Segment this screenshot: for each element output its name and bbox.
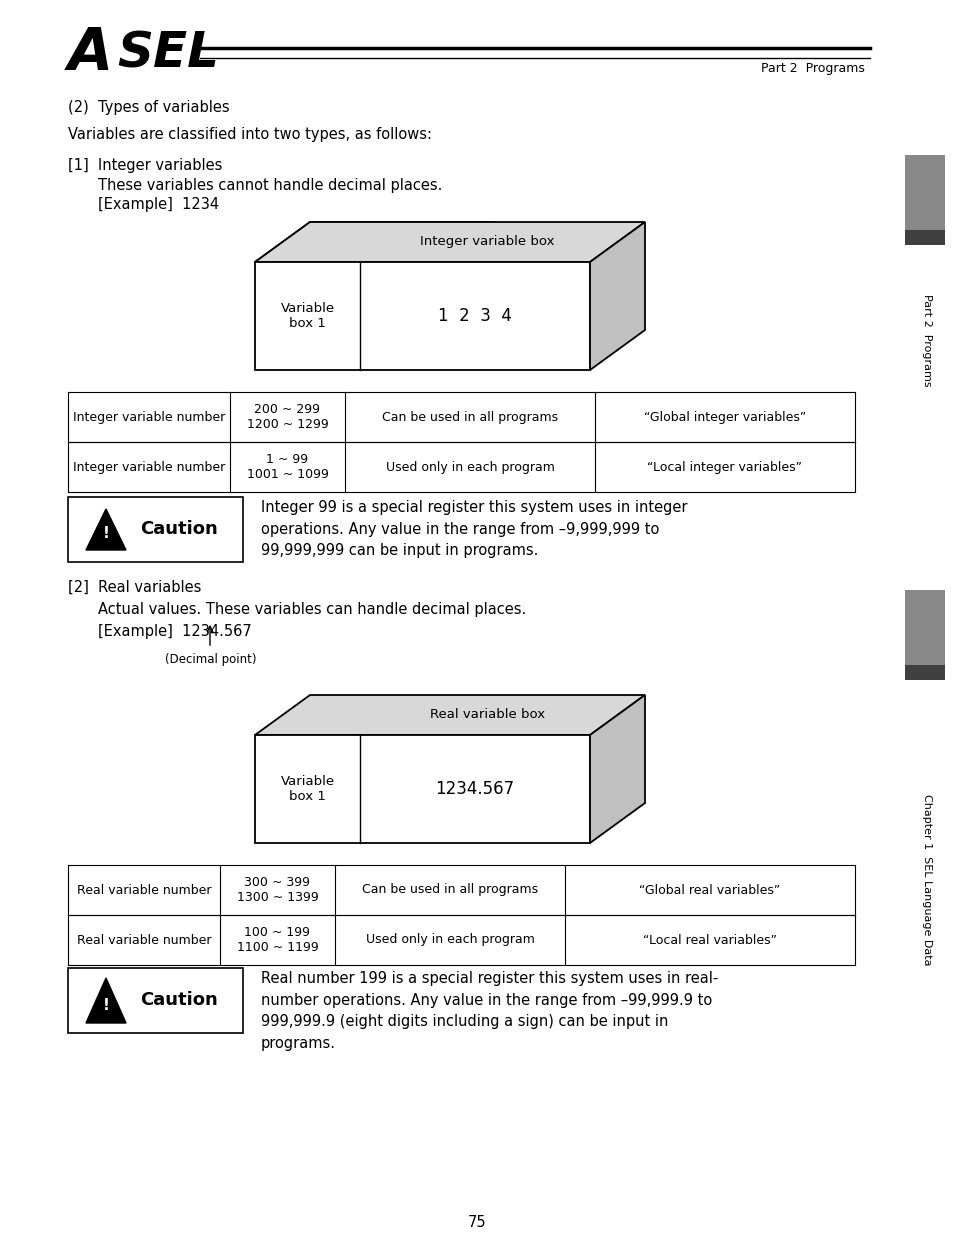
Bar [904,156,944,230]
Text: !: ! [103,998,110,1013]
Text: Actual values. These variables can handle decimal places.: Actual values. These variables can handl… [98,601,526,618]
Polygon shape [254,222,495,262]
Text: Caution: Caution [140,990,217,1009]
Text: “Local real variables”: “Local real variables” [642,934,776,946]
Text: “Global real variables”: “Global real variables” [639,883,780,897]
Bar [904,590,944,664]
Bar [68,968,243,1032]
Text: Variable
box 1: Variable box 1 [280,776,335,803]
Text: These variables cannot handle decimal places.: These variables cannot handle decimal pl… [98,178,442,193]
Text: 1 ~ 99
1001 ~ 1099: 1 ~ 99 1001 ~ 1099 [246,453,328,480]
Text: SEL: SEL [117,30,219,78]
Bar [68,496,243,562]
Text: 75: 75 [467,1215,486,1230]
Text: Part 2  Programs: Part 2 Programs [921,294,931,387]
Polygon shape [589,222,644,370]
Bar [904,156,944,245]
Text: Can be used in all programs: Can be used in all programs [381,410,558,424]
Text: [2]  Real variables: [2] Real variables [68,580,201,595]
Text: Real number 199 is a special register this system uses in real-
number operation: Real number 199 is a special register th… [261,971,718,1051]
Text: 100 ~ 199
1100 ~ 1199: 100 ~ 199 1100 ~ 1199 [236,926,318,953]
Bar [904,590,944,680]
Polygon shape [86,509,126,550]
Text: “Local integer variables”: “Local integer variables” [647,461,801,473]
Text: Integer 99 is a special register this system uses in integer
operations. Any val: Integer 99 is a special register this sy… [261,500,687,558]
Text: [Example]  1234: [Example] 1234 [98,198,219,212]
Polygon shape [254,735,589,844]
Text: Used only in each program: Used only in each program [385,461,554,473]
Text: 200 ~ 299
1200 ~ 1299: 200 ~ 299 1200 ~ 1299 [247,403,328,431]
Text: Integer variable number: Integer variable number [72,410,225,424]
Text: Can be used in all programs: Can be used in all programs [361,883,537,897]
Text: Variables are classified into two types, as follows:: Variables are classified into two types,… [68,127,432,142]
Polygon shape [86,978,126,1023]
Text: (2)  Types of variables: (2) Types of variables [68,100,230,115]
Text: Caution: Caution [140,520,217,538]
Polygon shape [254,695,644,735]
Text: “Global integer variables”: “Global integer variables” [643,410,805,424]
Text: !: ! [103,526,110,541]
Text: 300 ~ 399
1300 ~ 1399: 300 ~ 399 1300 ~ 1399 [236,876,318,904]
Text: Chapter 1  SEL Language Data: Chapter 1 SEL Language Data [921,794,931,966]
Text: [1]  Integer variables: [1] Integer variables [68,158,222,173]
Text: Real variable number: Real variable number [76,883,211,897]
Text: Real variable number: Real variable number [76,934,211,946]
Polygon shape [254,262,589,370]
Text: [Example]  1234.567: [Example] 1234.567 [98,624,252,638]
Text: Integer variable box: Integer variable box [420,236,554,248]
Polygon shape [254,222,644,262]
Text: (Decimal point): (Decimal point) [165,653,256,666]
Text: 1234.567: 1234.567 [435,781,514,798]
Text: Real variable box: Real variable box [430,709,544,721]
Text: Variable
box 1: Variable box 1 [280,303,335,330]
Text: Part 2  Programs: Part 2 Programs [760,62,864,75]
Text: Integer variable number: Integer variable number [72,461,225,473]
Text: 1  2  3  4: 1 2 3 4 [437,308,512,325]
Text: Used only in each program: Used only in each program [365,934,534,946]
Polygon shape [589,695,644,844]
Text: A: A [68,25,113,82]
